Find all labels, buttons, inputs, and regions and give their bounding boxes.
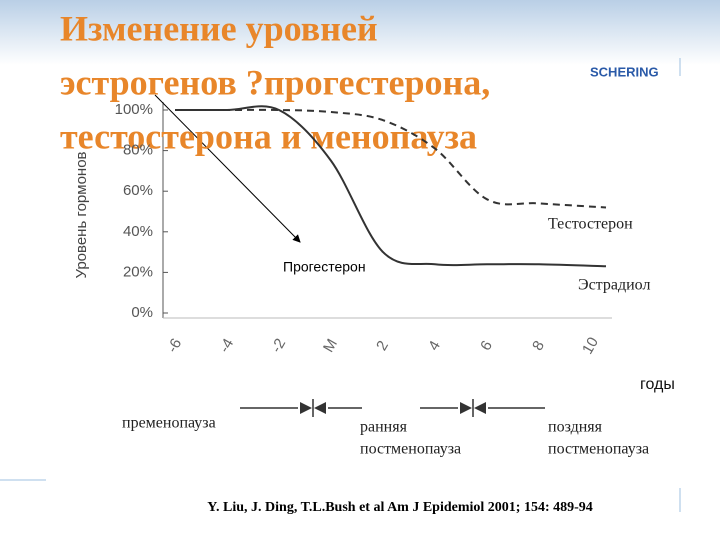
x-axis-label: годы — [640, 376, 675, 393]
y-tick-label: 60% — [123, 182, 153, 199]
series-label: Эстрадиол — [578, 277, 650, 294]
phase-arrows — [240, 399, 545, 417]
series-line — [175, 108, 607, 209]
phase-label: постменопауза — [360, 441, 461, 458]
x-tick-label: 8 — [529, 338, 548, 354]
series-label: Тестостерон — [548, 216, 633, 233]
phase-label: ранняя — [360, 419, 408, 436]
arrow — [154, 94, 301, 243]
series-line — [175, 105, 607, 268]
header-band — [0, 0, 720, 65]
x-tick-label: -2 — [268, 336, 289, 356]
phase-label: пременопауза — [122, 415, 216, 432]
y-tick-label: 40% — [123, 223, 153, 240]
logo: SCHERING — [590, 64, 659, 79]
x-tick-label: 4 — [425, 338, 444, 354]
phase-label: постменопауза — [548, 441, 649, 458]
x-tick-label: -4 — [216, 336, 237, 356]
y-tick-label: 20% — [123, 263, 153, 280]
annotation: Прогестерон — [283, 259, 366, 275]
y-tick-label: 0% — [131, 304, 153, 321]
x-tick-label: 10 — [579, 334, 602, 357]
x-tick-label: -6 — [164, 336, 185, 356]
x-tick-label: M — [320, 336, 341, 355]
x-tick-label: 6 — [477, 338, 496, 354]
slide-title: эстрогенов ?прогестерона, — [60, 62, 490, 102]
y-tick-label: 100% — [115, 101, 153, 118]
phase-label: поздняя — [548, 419, 603, 436]
citation: Y. Liu, J. Ding, T.L.Bush et al Am J Epi… — [207, 500, 593, 515]
y-axis-label: Уровень гормонов — [73, 151, 90, 278]
slide-title: тестостерона и менопауза — [60, 116, 477, 156]
y-tick-label: 80% — [123, 142, 153, 159]
slide-title: Изменение уровней — [60, 8, 378, 48]
x-tick-label: 2 — [373, 338, 392, 354]
